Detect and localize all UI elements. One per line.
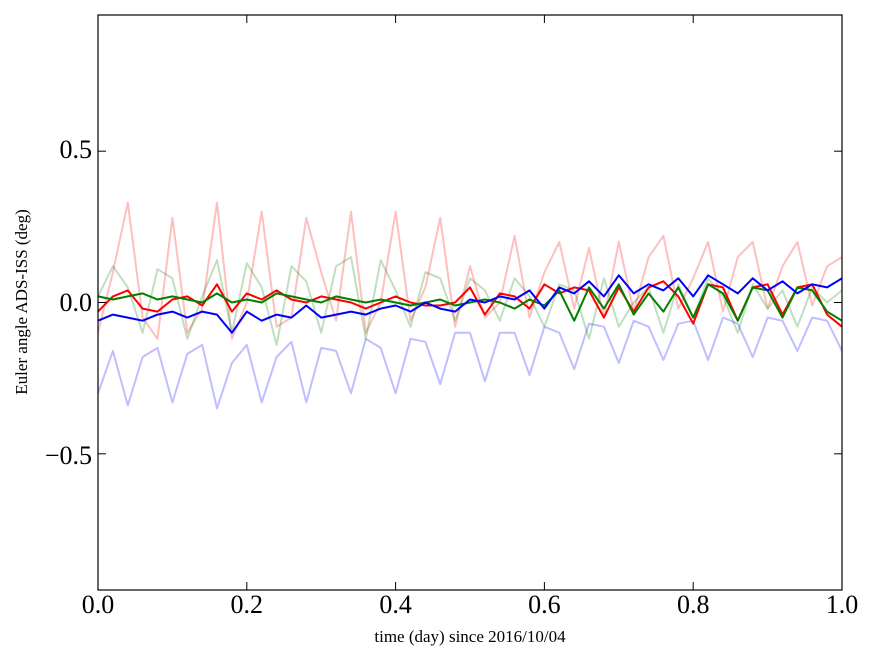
y-tick-label: 0.0 bbox=[60, 288, 93, 317]
y-axis-title: Euler angle ADS-ISS (deg) bbox=[12, 209, 31, 395]
tick-layer bbox=[97, 15, 843, 590]
series-layer bbox=[97, 201, 843, 410]
x-tick-label: 0.2 bbox=[231, 590, 264, 619]
series-line-6 bbox=[97, 316, 843, 410]
x-tick-label: 0.6 bbox=[528, 590, 561, 619]
y-tick-label: 0.5 bbox=[60, 135, 93, 164]
x-axis-title: time (day) since 2016/10/04 bbox=[374, 627, 566, 646]
series-line-2 bbox=[97, 283, 843, 322]
x-tick-label: 0.4 bbox=[379, 590, 412, 619]
series-line-3 bbox=[97, 274, 843, 334]
series-line-4 bbox=[97, 201, 843, 340]
x-tick-label: 0.8 bbox=[677, 590, 710, 619]
y-tick-label: −0.5 bbox=[45, 441, 92, 470]
x-tick-label: 0.0 bbox=[82, 590, 115, 619]
x-tick-label: 1.0 bbox=[826, 590, 859, 619]
series-line-1 bbox=[97, 280, 843, 328]
